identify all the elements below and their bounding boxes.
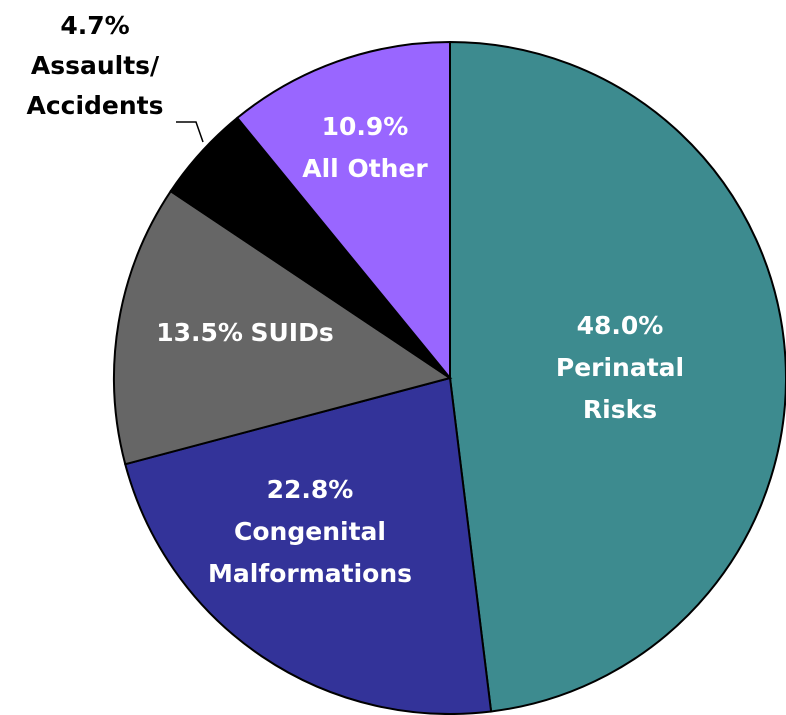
pie-slice bbox=[235, 40, 451, 381]
pie-slice bbox=[113, 189, 453, 466]
pie-slice bbox=[449, 40, 786, 713]
slice-label: 4.7% Assaults/ Accidents bbox=[0, 6, 190, 126]
slice-label: 48.0% Perinatal Risks bbox=[525, 305, 715, 431]
slice-label: 22.8% Congenital Malformations bbox=[195, 469, 425, 595]
leader-line bbox=[176, 121, 204, 143]
slice-label: 13.5% SUIDs bbox=[95, 312, 395, 354]
slice-category-label: Perinatal Risks bbox=[555, 353, 685, 424]
slice-value-label: 48.0% bbox=[576, 311, 664, 340]
slice-category-label: Assaults/ Accidents bbox=[26, 51, 164, 120]
slice-value-label: 10.9% bbox=[321, 112, 409, 141]
slice-value-label: 4.7% bbox=[60, 11, 130, 40]
slice-label: 10.9% All Other bbox=[275, 106, 455, 190]
slice-category-label: Congenital Malformations bbox=[208, 517, 412, 588]
slice-value-label: 13.5% bbox=[156, 318, 243, 347]
slice-value-label: 22.8% bbox=[266, 475, 354, 504]
pie-slice bbox=[124, 376, 493, 715]
slice-category-label: All Other bbox=[302, 154, 428, 183]
slice-category-label: SUIDs bbox=[250, 318, 334, 347]
